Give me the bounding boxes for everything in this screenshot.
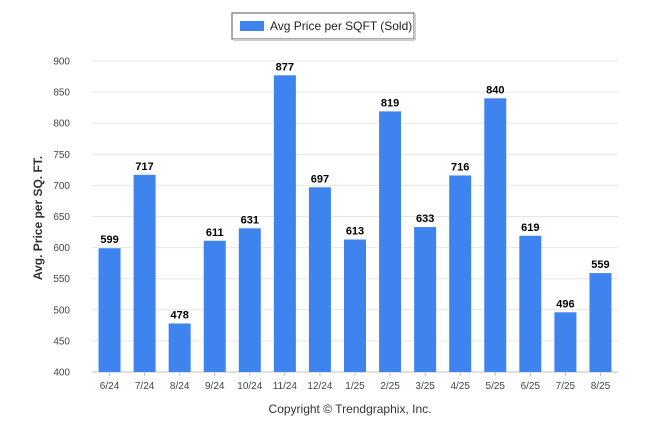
y-tick-label: 600 bbox=[53, 243, 70, 254]
y-tick-label: 700 bbox=[53, 181, 70, 192]
y-axis-ticks: 400 450 500 550 600 650 700 750 800 850 900 bbox=[53, 57, 70, 379]
bar-value-label: 559 bbox=[591, 259, 609, 271]
x-tick-label: 2/25 bbox=[380, 381, 400, 392]
bar[interactable] bbox=[379, 111, 402, 372]
y-axis-title: Avg. Price per SQ. FT. bbox=[31, 156, 45, 280]
y-tick-label: 550 bbox=[53, 274, 70, 285]
bar-value-label: 697 bbox=[311, 173, 329, 185]
bar[interactable] bbox=[203, 240, 226, 372]
x-tick-label: 1/25 bbox=[345, 381, 365, 392]
bar[interactable] bbox=[308, 187, 331, 372]
bar-value-label: 478 bbox=[170, 309, 188, 321]
x-tick-label: 5/25 bbox=[486, 381, 506, 392]
x-tick-label: 6/24 bbox=[100, 381, 120, 392]
y-tick-label: 900 bbox=[53, 57, 70, 68]
bar[interactable] bbox=[449, 175, 472, 372]
chart-legend[interactable]: Avg Price per SQFT (Sold) bbox=[231, 12, 416, 41]
bar[interactable] bbox=[484, 98, 507, 372]
bar[interactable] bbox=[168, 323, 191, 372]
bar[interactable] bbox=[554, 312, 577, 372]
bar-value-label: 716 bbox=[451, 161, 469, 173]
bar-value-label: 631 bbox=[241, 214, 259, 226]
data-labels: 599 717 478 611 631 877 697 613 819 633 716 840 619 4… bbox=[100, 61, 609, 321]
bar-value-label: 633 bbox=[416, 213, 434, 225]
bar[interactable] bbox=[98, 248, 121, 372]
bar-value-label: 599 bbox=[100, 234, 118, 246]
x-tick-label: 9/24 bbox=[205, 381, 225, 392]
legend-swatch bbox=[240, 21, 264, 31]
y-tick-label: 750 bbox=[53, 150, 70, 161]
y-tick-label: 500 bbox=[53, 305, 70, 316]
x-tick-label: 11/24 bbox=[273, 381, 298, 392]
x-tick-label: 10/24 bbox=[237, 381, 262, 392]
x-tick-label: 8/25 bbox=[591, 381, 611, 392]
bar-value-label: 840 bbox=[486, 84, 504, 96]
x-axis-ticks: 6/24 7/24 8/24 9/24 10/24 11/24 12/24 1/25 2/25 3… bbox=[100, 372, 611, 392]
bar-value-label: 613 bbox=[346, 226, 364, 238]
x-tick-label: 3/25 bbox=[415, 381, 435, 392]
y-tick-label: 800 bbox=[53, 119, 70, 130]
bar-value-label: 717 bbox=[135, 161, 153, 173]
bar[interactable] bbox=[519, 235, 542, 372]
x-tick-label: 4/25 bbox=[450, 381, 470, 392]
bar[interactable] bbox=[273, 75, 296, 372]
bar-value-label: 619 bbox=[521, 222, 539, 234]
x-tick-label: 7/25 bbox=[556, 381, 576, 392]
bar[interactable] bbox=[414, 227, 437, 372]
y-tick-label: 450 bbox=[53, 336, 70, 347]
y-tick-label: 850 bbox=[53, 88, 70, 99]
bar[interactable] bbox=[589, 273, 612, 372]
y-tick-label: 400 bbox=[53, 368, 70, 379]
bar-value-label: 496 bbox=[556, 298, 574, 310]
legend-label: Avg Price per SQFT (Sold) bbox=[270, 19, 412, 33]
x-tick-label: 8/24 bbox=[170, 381, 190, 392]
bar[interactable] bbox=[238, 228, 261, 372]
bar[interactable] bbox=[344, 239, 366, 372]
x-tick-label: 7/24 bbox=[135, 381, 155, 392]
x-tick-label: 12/24 bbox=[307, 381, 332, 392]
bar-value-label: 819 bbox=[381, 97, 399, 109]
bars bbox=[98, 75, 612, 372]
bar[interactable] bbox=[133, 174, 156, 372]
y-tick-label: 650 bbox=[53, 212, 70, 223]
bar-value-label: 877 bbox=[276, 61, 294, 73]
x-tick-label: 6/25 bbox=[521, 381, 541, 392]
copyright-credit: Copyright © Trendgraphix, Inc. bbox=[269, 402, 432, 416]
bar-value-label: 611 bbox=[206, 227, 224, 239]
